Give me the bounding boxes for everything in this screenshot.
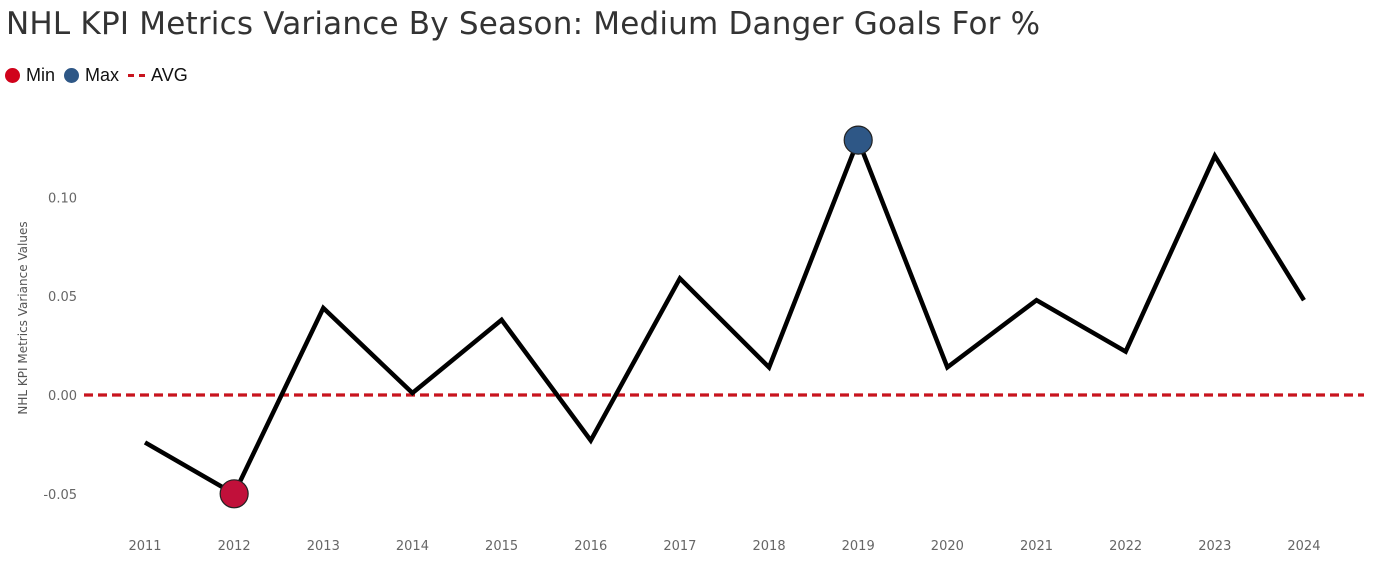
legend-item-max[interactable]: Max [64,65,119,86]
x-tick-label: 2016 [574,539,607,554]
x-tick-label: 2011 [128,539,161,554]
y-tick-label: 0.05 [48,290,77,305]
chart-title: NHL KPI Metrics Variance By Season: Medi… [6,6,1041,42]
x-tick-label: 2023 [1198,539,1231,554]
x-tick-label: 2017 [663,539,696,554]
x-tick-label: 2019 [842,539,875,554]
legend-max-marker [64,68,80,83]
legend-item-min[interactable]: Min [5,65,55,86]
x-tick-label: 2013 [307,539,340,554]
y-tick-label: -0.05 [43,488,77,503]
y-axis-title: NHL KPI Metrics Variance Values [16,221,30,414]
legend-min-marker [5,68,20,83]
legend-item-avg[interactable]: AVG [128,65,188,86]
legend-max-label: Max [85,65,120,85]
legend: Min Max AVG [5,65,197,86]
min-point-marker [219,479,249,509]
x-tick-label: 2012 [218,539,251,554]
max-point-marker [843,125,873,155]
x-tick-label: 2018 [753,539,786,554]
x-tick-label: 2020 [931,539,964,554]
legend-avg-marker [128,74,146,77]
y-tick-label: 0.10 [48,191,77,206]
x-tick-label: 2021 [1020,539,1053,554]
y-tick-label: 0.00 [48,389,77,404]
x-tick-label: 2022 [1109,539,1142,554]
legend-min-label: Min [26,65,56,85]
x-tick-label: 2024 [1287,539,1320,554]
series-line [143,133,1306,497]
legend-avg-label: AVG [151,65,188,85]
x-tick-label: 2014 [396,539,429,554]
x-tick-label: 2015 [485,539,518,554]
